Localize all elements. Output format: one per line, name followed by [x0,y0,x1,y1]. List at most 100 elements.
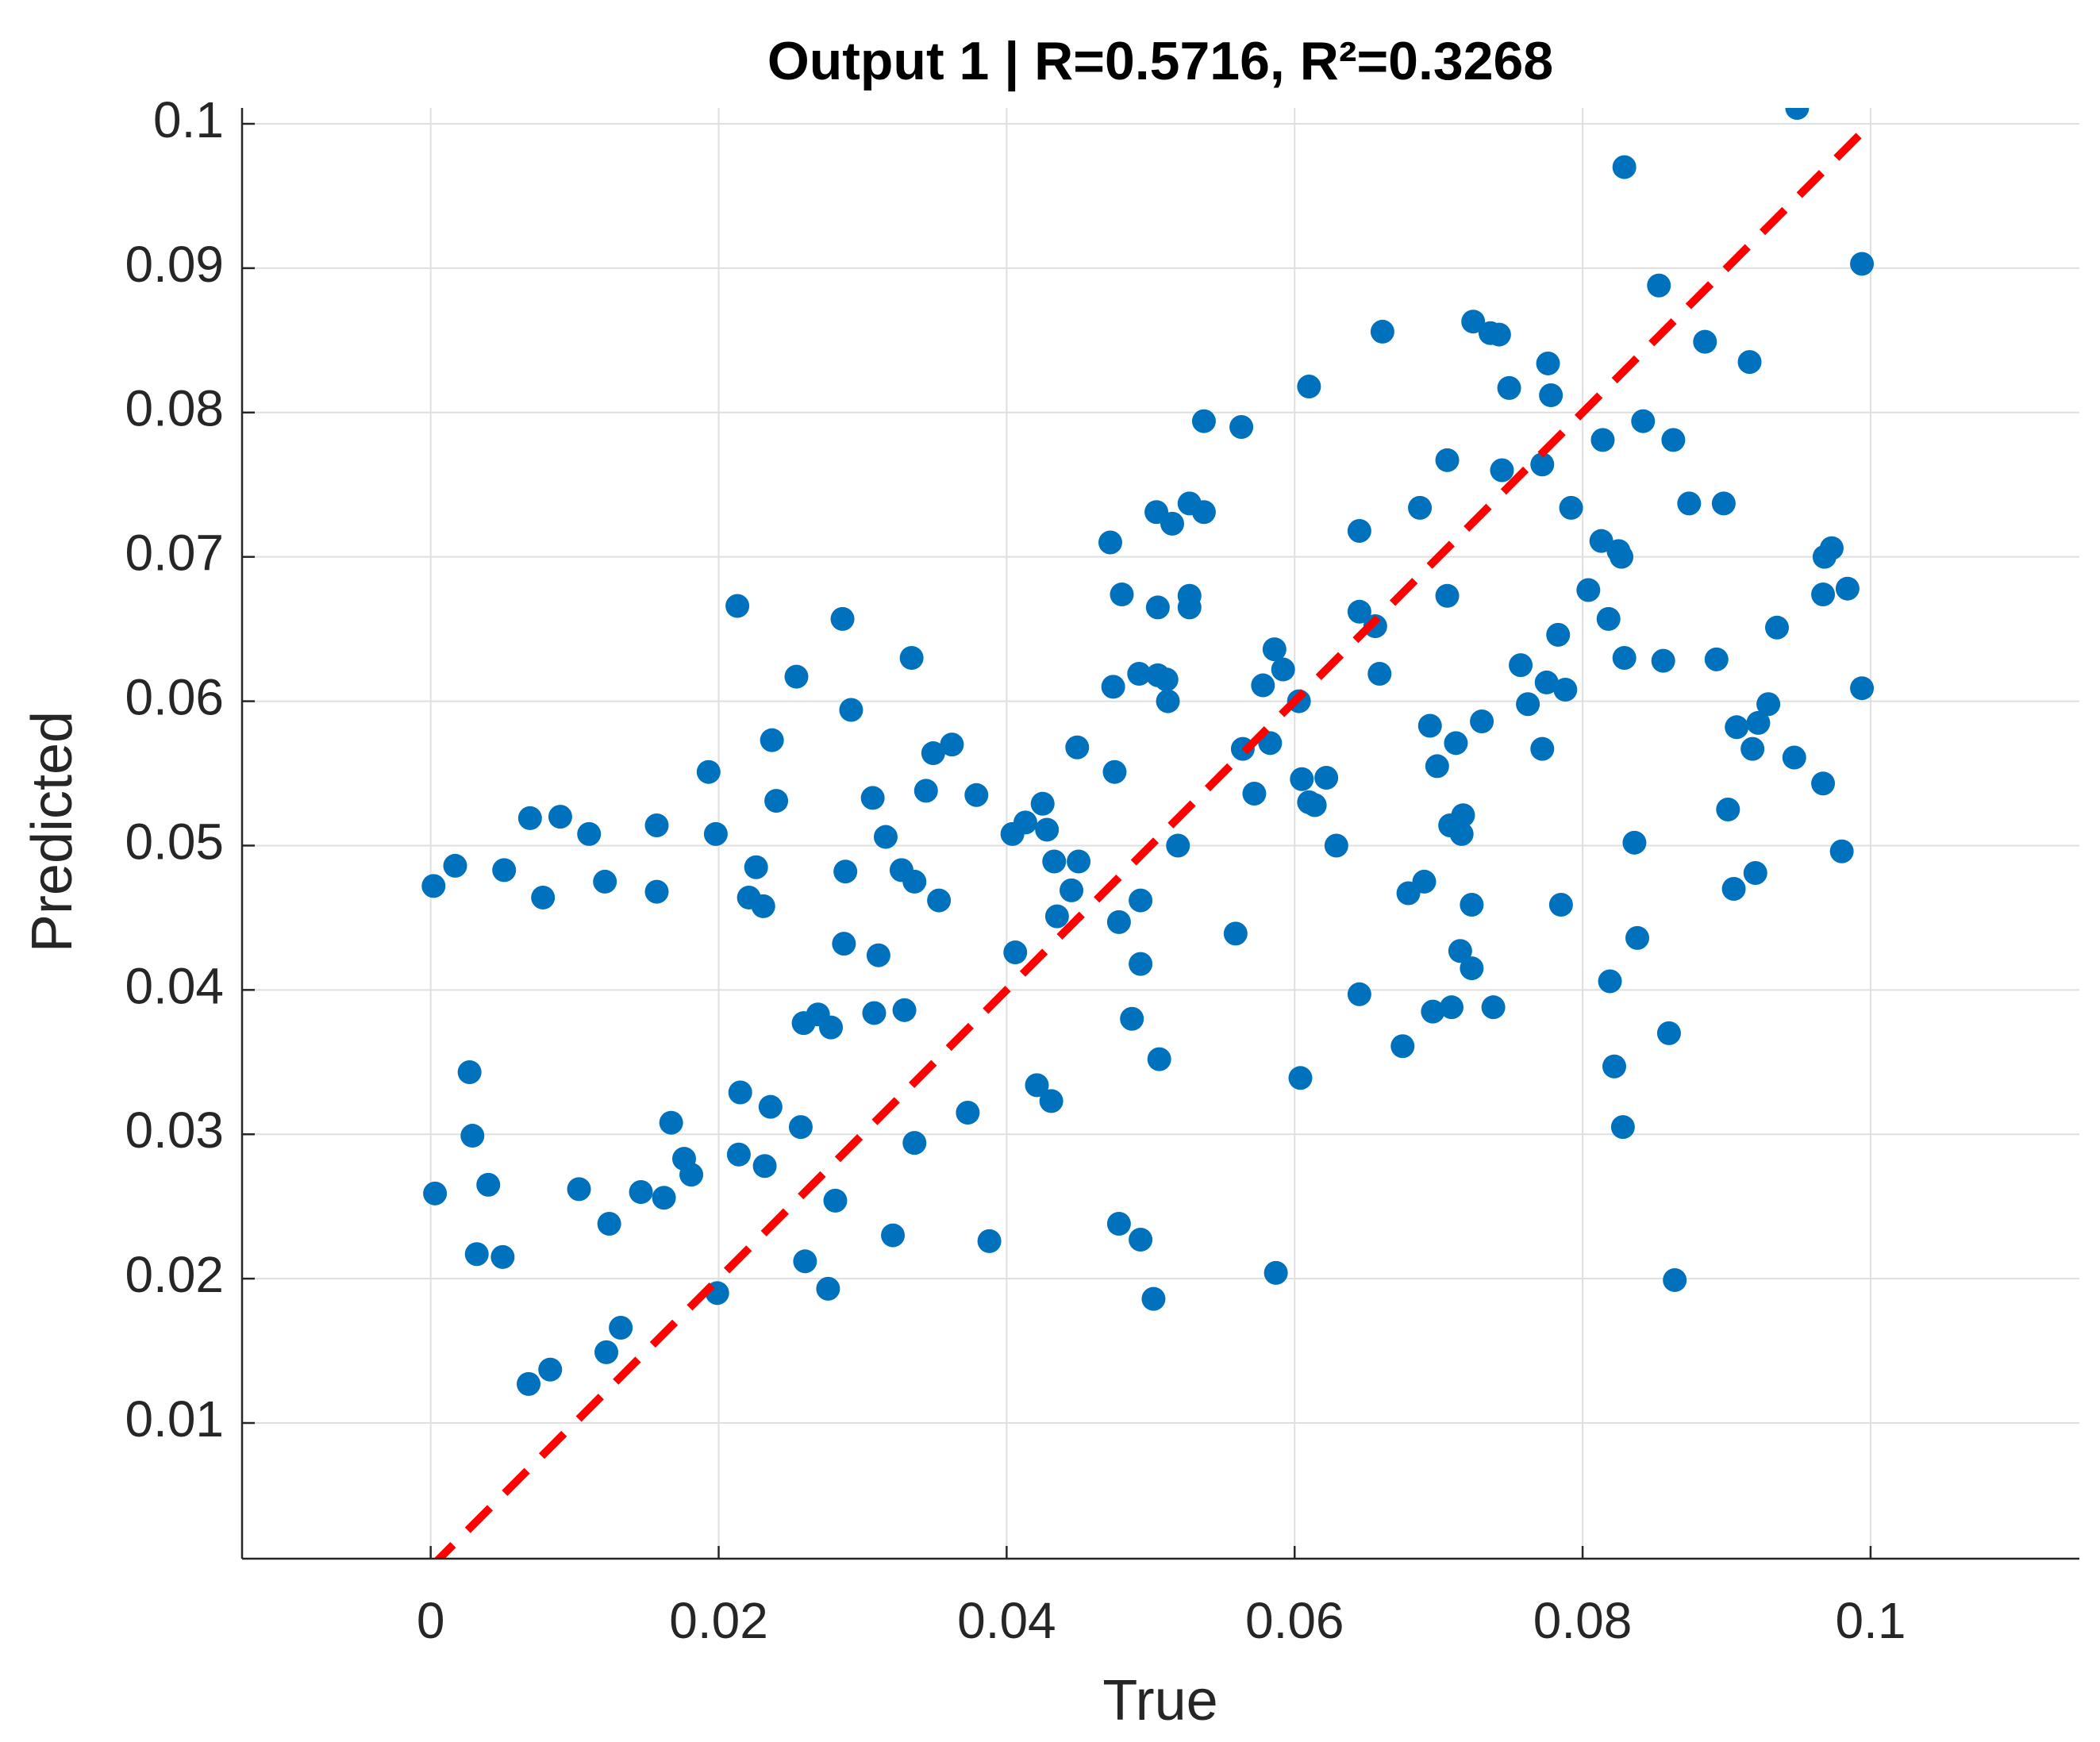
scatter-point [902,1131,927,1156]
scatter-point [1003,940,1028,965]
scatter-point [913,779,938,803]
scatter-point [866,943,890,967]
scatter-point [788,1115,813,1140]
scatter-point [725,594,750,618]
scatter-point [443,853,467,878]
scatter-point [1106,1212,1131,1236]
scatter-point [1421,999,1445,1024]
scatter-point [1288,1066,1313,1090]
scatter-point [823,1188,848,1213]
scatter-point [1314,765,1339,790]
scatter-point [1435,583,1460,608]
y-tick-label: 0.04 [125,957,224,1014]
scatter-point [1576,578,1601,602]
scatter-point [464,1242,489,1267]
scatter-point [892,998,917,1022]
scatter-point [881,1223,906,1248]
scatter-point [927,888,952,913]
scatter-point [1290,767,1314,791]
scatter-point [644,813,669,837]
scatter-point [830,606,855,631]
scatter-point [1448,939,1472,963]
scatter-point [476,1172,501,1197]
scatter-point [659,1110,683,1135]
scatter-point [1704,647,1729,671]
scatter-point [1539,383,1563,407]
scatter-point [1716,797,1740,821]
scatter-point [1602,1054,1626,1079]
plot-area [421,108,1875,1559]
scatter-point [1129,952,1153,976]
scatter-point [1120,1006,1144,1031]
scatter-point [1829,839,1854,863]
scatter-point [517,806,542,830]
scatter-point [609,1315,633,1340]
scatter-point [1129,888,1153,913]
scatter-point [744,855,768,879]
scatter-point [1156,689,1180,713]
scatter-point [1743,861,1767,886]
scatter-point [839,698,863,722]
scatter-point [977,1229,1002,1253]
scatter-point [1460,893,1484,917]
scatter-point [1347,982,1371,1006]
scatter-point [1013,810,1037,835]
scatter-point [1030,791,1055,816]
scatter-point [1229,414,1254,439]
scatter-point [1262,637,1287,662]
scatter-point [1530,452,1555,477]
scatter-point [1530,736,1555,761]
scatter-point [1367,662,1392,686]
scatter-point [679,1163,704,1187]
scatter-point [1546,622,1571,647]
scatter-point [1324,833,1348,858]
scatter-point [1067,849,1091,874]
scatter-point [1449,821,1474,846]
scatter-point [752,1154,777,1179]
scatter-point [1725,715,1749,740]
scatter-point [597,1212,621,1236]
scatter-point [644,879,669,904]
scatter-point [1625,925,1650,950]
scatter-point [490,1244,515,1269]
scatter-point [816,1276,840,1301]
scatter-point [758,1094,783,1119]
reference-line [433,121,1874,1559]
scatter-point [784,664,809,689]
scatter-point [1191,409,1216,433]
x-tick-label: 0.04 [957,1592,1056,1649]
scatter-point [1390,1034,1415,1059]
scatter-point [793,1249,817,1274]
y-tick-label: 0.02 [125,1246,224,1303]
scatter-point [751,894,775,918]
scatter-point [1622,830,1647,855]
scatter-point [1106,909,1131,934]
scatter-point [1145,595,1170,620]
scatter-point [1850,676,1875,701]
scatter-point [538,1357,563,1382]
scatter-point [1461,310,1486,334]
scatter-point [1590,428,1615,452]
scatter-point [1042,849,1067,874]
scatter-point [629,1179,653,1204]
scatter-point [1451,803,1475,828]
scatter-point [726,1142,751,1167]
x-tick-label: 0.06 [1245,1592,1344,1649]
chart-title: Output 1 | R=0.5716, R²=0.3268 [767,31,1553,92]
scatter-point [1782,745,1806,770]
scatter-point [1487,322,1511,347]
y-tick-label: 0.09 [125,236,224,293]
scatter-point [764,789,789,813]
grid [242,108,2079,1559]
scatter-point [1417,713,1442,738]
scatter-point [703,821,728,846]
scatter-point [1536,351,1560,375]
scatter-point [1612,155,1637,179]
scatter-point [421,874,446,898]
x-tick-label: 0.1 [1835,1592,1906,1649]
scatter-point [819,1015,844,1040]
y-tick-label: 0.08 [125,380,224,437]
scatter-point [1223,921,1248,946]
y-tick-label: 0.01 [125,1390,224,1448]
